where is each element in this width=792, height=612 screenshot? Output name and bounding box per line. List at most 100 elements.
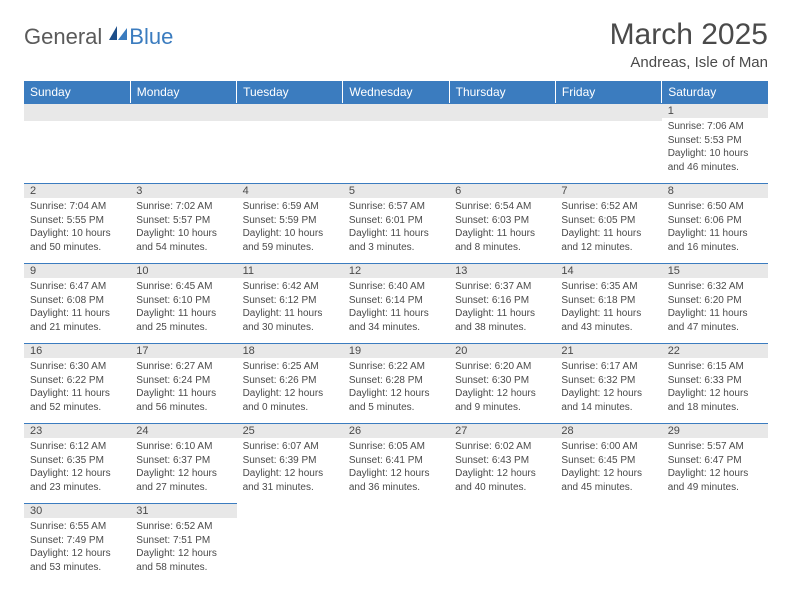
calendar-week-row: 16Sunrise: 6:30 AMSunset: 6:22 PMDayligh… [24,343,768,423]
calendar-cell [343,103,449,183]
day-number: 30 [24,503,130,518]
daylight-text-2: and 14 minutes. [561,401,655,415]
day-details: Sunrise: 6:52 AMSunset: 7:51 PMDaylight:… [130,518,236,598]
daylight-text-1: Daylight: 12 hours [136,467,230,481]
daylight-text-2: and 30 minutes. [243,321,337,335]
sunset-text: Sunset: 6:14 PM [349,294,443,308]
day-number: 26 [343,423,449,438]
daylight-text-1: Daylight: 12 hours [243,387,337,401]
daylight-text-2: and 9 minutes. [455,401,549,415]
calendar-cell: 28Sunrise: 6:00 AMSunset: 6:45 PMDayligh… [555,423,661,503]
day-number: 16 [24,343,130,358]
sunrise-text: Sunrise: 6:37 AM [455,280,549,294]
daylight-text-1: Daylight: 10 hours [30,227,124,241]
sunrise-text: Sunrise: 6:59 AM [243,200,337,214]
calendar-cell [555,503,661,583]
day-number: 29 [662,423,768,438]
sunrise-text: Sunrise: 6:12 AM [30,440,124,454]
daylight-text-2: and 18 minutes. [668,401,762,415]
day-number: 9 [24,263,130,278]
day-number: 18 [237,343,343,358]
day-number: 4 [237,183,343,198]
daylight-text-2: and 8 minutes. [455,241,549,255]
calendar-cell [237,503,343,583]
calendar-cell [449,503,555,583]
day-number: 3 [130,183,236,198]
sunset-text: Sunset: 6:10 PM [136,294,230,308]
day-number: 14 [555,263,661,278]
weekday-header: Thursday [449,81,555,103]
daylight-text-2: and 0 minutes. [243,401,337,415]
calendar-cell: 29Sunrise: 5:57 AMSunset: 6:47 PMDayligh… [662,423,768,503]
day-number: 28 [555,423,661,438]
calendar-header-row: SundayMondayTuesdayWednesdayThursdayFrid… [24,81,768,103]
daylight-text-1: Daylight: 11 hours [30,387,124,401]
day-number: 25 [237,423,343,438]
calendar-cell: 2Sunrise: 7:04 AMSunset: 5:55 PMDaylight… [24,183,130,263]
daylight-text-2: and 38 minutes. [455,321,549,335]
calendar-cell: 5Sunrise: 6:57 AMSunset: 6:01 PMDaylight… [343,183,449,263]
day-number: 19 [343,343,449,358]
sunset-text: Sunset: 6:18 PM [561,294,655,308]
daylight-text-1: Daylight: 12 hours [349,387,443,401]
day-number: 17 [130,343,236,358]
daylight-text-2: and 5 minutes. [349,401,443,415]
calendar-week-row: 9 Sunrise: 6:47 AMSunset: 6:08 PM Daylight… [24,263,768,343]
weekday-header: Friday [555,81,661,103]
daylight-text-2: and 12 minutes. [561,241,655,255]
daylight-text-2: and 56 minutes. [136,401,230,415]
sunrise-text: Sunrise: 6:42 AM [243,280,337,294]
calendar-cell: 13Sunrise: 6:37 AMSunset: 6:16 PMDayligh… [449,263,555,343]
sunrise-text: Sunrise: 6:07 AM [243,440,337,454]
brand-blue: Blue [129,24,173,50]
page-header: General Blue March 2025 Andreas, Isle of… [24,18,768,71]
calendar-body: 1Sunrise: 7:06 AMSunset: 5:53 PMDaylight… [24,103,768,583]
brand-logo: General Blue [24,24,173,50]
sunrise-text: Sunrise: 6:52 AM [561,200,655,214]
daylight-text-1: Daylight: 11 hours [136,387,230,401]
daylight-text-1: Daylight: 12 hours [668,387,762,401]
sunset-text: Sunset: 6:08 PM [30,294,124,308]
sunset-text: Sunset: 6:16 PM [455,294,549,308]
sunset-text: Sunset: 6:41 PM [349,454,443,468]
calendar-cell: 22Sunrise: 6:15 AMSunset: 6:33 PMDayligh… [662,343,768,423]
sunrise-text: Sunrise: 6:22 AM [349,360,443,374]
calendar-cell: 20Sunrise: 6:20 AMSunset: 6:30 PMDayligh… [449,343,555,423]
day-number: 2 [24,183,130,198]
sunset-text: Sunset: 6:43 PM [455,454,549,468]
sunrise-text: Sunrise: 6:40 AM [349,280,443,294]
calendar-cell: 26Sunrise: 6:05 AMSunset: 6:41 PMDayligh… [343,423,449,503]
title-block: March 2025 Andreas, Isle of Man [610,18,768,71]
weekday-header: Wednesday [343,81,449,103]
daylight-text-1: Daylight: 12 hours [561,467,655,481]
calendar-week-row: 30Sunrise: 6:55 AMSunset: 7:49 PMDayligh… [24,503,768,583]
day-number: 12 [343,263,449,278]
day-number: 20 [449,343,555,358]
daylight-text-2: and 53 minutes. [30,561,124,575]
sunset-text: Sunset: 6:24 PM [136,374,230,388]
calendar-week-row: 2Sunrise: 7:04 AMSunset: 5:55 PMDaylight… [24,183,768,263]
daylight-text-1: Daylight: 11 hours [349,227,443,241]
calendar-cell: 19Sunrise: 6:22 AMSunset: 6:28 PMDayligh… [343,343,449,423]
calendar-cell: 27Sunrise: 6:02 AMSunset: 6:43 PMDayligh… [449,423,555,503]
location-subtitle: Andreas, Isle of Man [610,54,768,71]
sunrise-text: Sunrise: 6:47 AM [30,280,124,294]
day-number: 1 [662,103,768,118]
sunrise-text: Sunrise: 6:45 AM [136,280,230,294]
daylight-text-1: Daylight: 11 hours [349,307,443,321]
sunset-text: Sunset: 6:01 PM [349,214,443,228]
sunrise-text: Sunrise: 6:02 AM [455,440,549,454]
weekday-header: Saturday [662,81,768,103]
day-number: 10 [130,263,236,278]
calendar-cell [449,103,555,183]
day-number: 31 [130,503,236,518]
sunset-text: Sunset: 7:51 PM [136,534,230,548]
sunset-text: Sunset: 5:55 PM [30,214,124,228]
calendar-week-row: 1Sunrise: 7:06 AMSunset: 5:53 PMDaylight… [24,103,768,183]
calendar-cell: 17Sunrise: 6:27 AMSunset: 6:24 PMDayligh… [130,343,236,423]
daylight-text-1: Daylight: 12 hours [455,467,549,481]
sunset-text: Sunset: 5:59 PM [243,214,337,228]
daylight-text-2: and 36 minutes. [349,481,443,495]
daylight-text-2: and 16 minutes. [668,241,762,255]
daylight-text-1: Daylight: 11 hours [668,227,762,241]
